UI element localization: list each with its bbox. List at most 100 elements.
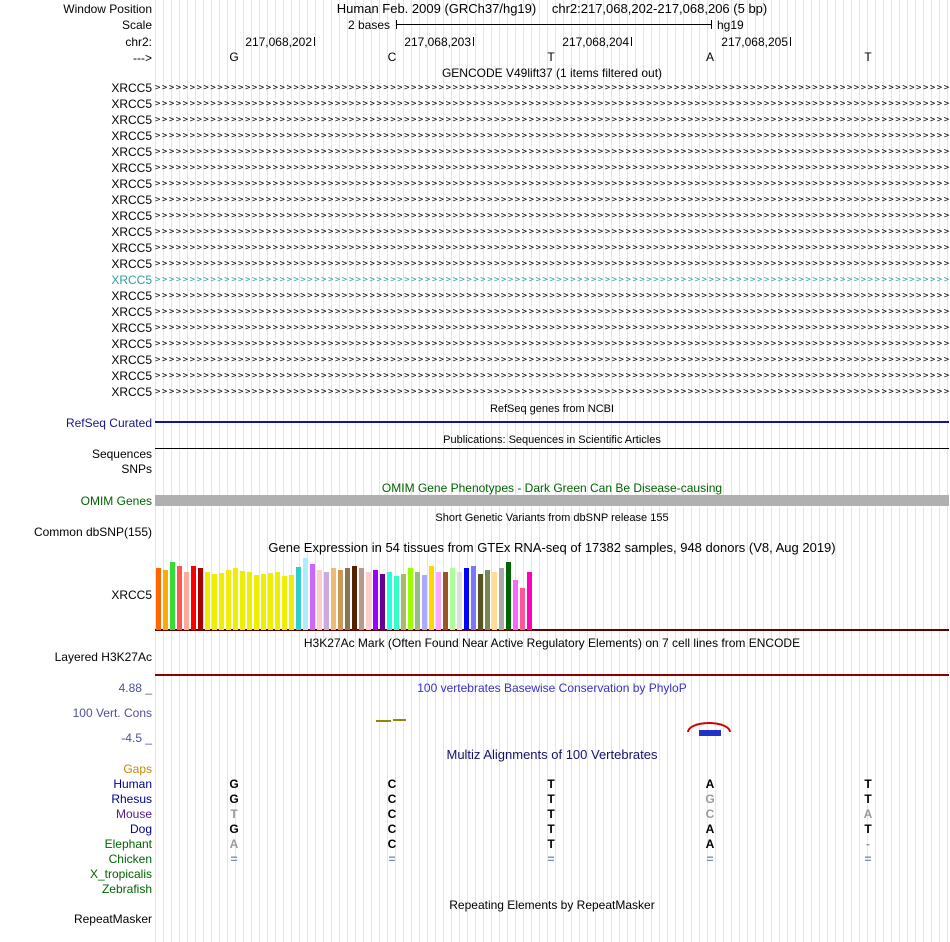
multiz-track-title[interactable]: Multiz Alignments of 100 Vertebrates	[446, 747, 658, 762]
gtex-expression-bar[interactable]	[170, 562, 175, 630]
gencode-gene-label[interactable]: XRCC5	[111, 273, 152, 287]
gencode-gene-label[interactable]: XRCC5	[111, 129, 152, 143]
gtex-expression-bar[interactable]	[317, 570, 322, 630]
gtex-expression-bar[interactable]	[373, 570, 378, 630]
gencode-gene-label[interactable]: XRCC5	[111, 257, 152, 271]
gencode-gene-label[interactable]: XRCC5	[111, 369, 152, 383]
gtex-expression-bar[interactable]	[394, 576, 399, 630]
gtex-expression-bar[interactable]	[513, 580, 518, 630]
gencode-transcript-row[interactable]: >>>>>>>>>>>>>>>>>>>>>>>>>>>>>>>>>>>>>>>>…	[155, 83, 949, 93]
omim-genes-label[interactable]: OMIM Genes	[80, 494, 152, 508]
omim-track-title[interactable]: OMIM Gene Phenotypes - Dark Green Can Be…	[381, 481, 723, 495]
phylop-track-label[interactable]: 100 Vert. Cons	[72, 706, 152, 720]
gtex-expression-bar[interactable]	[520, 588, 525, 630]
omim-gene-bar[interactable]	[155, 495, 949, 506]
gtex-expression-bar[interactable]	[268, 573, 273, 630]
repeatmasker-label[interactable]: RepeatMasker	[73, 912, 152, 926]
gtex-expression-bar[interactable]	[254, 575, 259, 630]
gtex-expression-bar[interactable]	[163, 570, 168, 630]
gencode-gene-label[interactable]: XRCC5	[111, 225, 152, 239]
gtex-expression-bar[interactable]	[198, 568, 203, 630]
multiz-species-label[interactable]: Rhesus	[111, 792, 152, 806]
phylop-track-title[interactable]: 100 vertebrates Basewise Conservation by…	[417, 681, 687, 695]
gtex-expression-bar[interactable]	[443, 572, 448, 630]
h3k27ac-label[interactable]: Layered H3K27Ac	[54, 650, 152, 664]
gtex-expression-bar[interactable]	[261, 574, 266, 630]
gtex-track-title[interactable]: Gene Expression in 54 tissues from GTEx …	[268, 540, 836, 555]
gencode-transcript-row[interactable]: >>>>>>>>>>>>>>>>>>>>>>>>>>>>>>>>>>>>>>>>…	[155, 355, 949, 365]
gtex-expression-bar[interactable]	[471, 566, 476, 630]
gtex-expression-bar[interactable]	[436, 572, 441, 630]
gtex-expression-bar[interactable]	[499, 568, 504, 630]
gencode-gene-label[interactable]: XRCC5	[111, 161, 152, 175]
gtex-expression-bar[interactable]	[324, 572, 329, 630]
refseq-track-title[interactable]: RefSeq genes from NCBI	[489, 403, 615, 415]
gencode-gene-label[interactable]: XRCC5	[111, 209, 152, 223]
gtex-expression-bar[interactable]	[303, 558, 308, 630]
gencode-transcript-row[interactable]: >>>>>>>>>>>>>>>>>>>>>>>>>>>>>>>>>>>>>>>>…	[155, 387, 949, 397]
gtex-expression-bar[interactable]	[205, 572, 210, 630]
gtex-expression-bar[interactable]	[387, 572, 392, 630]
gtex-expression-bar[interactable]	[485, 570, 490, 630]
gencode-transcript-row[interactable]: >>>>>>>>>>>>>>>>>>>>>>>>>>>>>>>>>>>>>>>>…	[155, 371, 949, 381]
gencode-gene-label[interactable]: XRCC5	[111, 241, 152, 255]
snps-label[interactable]: SNPs	[121, 462, 152, 476]
gtex-gene-label[interactable]: XRCC5	[111, 588, 152, 602]
gencode-gene-label[interactable]: XRCC5	[111, 97, 152, 111]
gtex-expression-bar[interactable]	[226, 570, 231, 630]
gtex-expression-bar[interactable]	[352, 566, 357, 630]
gtex-expression-bar[interactable]	[429, 566, 434, 630]
dbsnp-label[interactable]: Common dbSNP(155)	[33, 525, 152, 539]
gtex-expression-bar[interactable]	[282, 576, 287, 630]
gencode-transcript-row[interactable]: >>>>>>>>>>>>>>>>>>>>>>>>>>>>>>>>>>>>>>>>…	[155, 243, 949, 253]
gencode-gene-label[interactable]: XRCC5	[111, 305, 152, 319]
h3k27ac-track-title[interactable]: H3K27Ac Mark (Often Found Near Active Re…	[303, 636, 801, 650]
gtex-expression-bar[interactable]	[366, 572, 371, 630]
gtex-expression-bar[interactable]	[359, 568, 364, 630]
gtex-expression-bar[interactable]	[527, 572, 532, 630]
multiz-species-label[interactable]: Mouse	[115, 807, 152, 821]
gtex-expression-bar[interactable]	[478, 574, 483, 630]
gencode-gene-label[interactable]: XRCC5	[111, 81, 152, 95]
gencode-gene-label[interactable]: XRCC5	[111, 321, 152, 335]
gtex-expression-bar[interactable]	[415, 572, 420, 630]
gtex-expression-bar[interactable]	[345, 568, 350, 630]
multiz-gaps-label[interactable]: Gaps	[123, 762, 152, 776]
gtex-expression-bar[interactable]	[156, 568, 161, 630]
gtex-expression-bar[interactable]	[247, 572, 252, 630]
refseq-curated-label[interactable]: RefSeq Curated	[65, 416, 152, 430]
gtex-expression-bar[interactable]	[380, 574, 385, 630]
gencode-transcript-row[interactable]: >>>>>>>>>>>>>>>>>>>>>>>>>>>>>>>>>>>>>>>>…	[155, 131, 949, 141]
gencode-track-title[interactable]: GENCODE V49lift37 (1 items filtered out)	[441, 66, 663, 80]
gtex-expression-bar[interactable]	[184, 572, 189, 630]
gtex-expression-bar[interactable]	[275, 572, 280, 630]
gtex-expression-bar[interactable]	[457, 572, 462, 630]
multiz-species-label[interactable]: Human	[113, 777, 152, 791]
gtex-expression-bar[interactable]	[177, 566, 182, 630]
gtex-expression-bar[interactable]	[219, 573, 224, 630]
gtex-expression-bar[interactable]	[464, 568, 469, 630]
repeatmasker-track-title[interactable]: Repeating Elements by RepeatMasker	[449, 898, 655, 912]
gencode-gene-label[interactable]: XRCC5	[111, 337, 152, 351]
gencode-transcript-row[interactable]: >>>>>>>>>>>>>>>>>>>>>>>>>>>>>>>>>>>>>>>>…	[155, 115, 949, 125]
gtex-expression-bar[interactable]	[233, 568, 238, 630]
gtex-expression-bar[interactable]	[296, 567, 301, 630]
gencode-transcript-row[interactable]: >>>>>>>>>>>>>>>>>>>>>>>>>>>>>>>>>>>>>>>>…	[155, 211, 949, 221]
gtex-expression-bar[interactable]	[408, 568, 413, 630]
gencode-gene-label[interactable]: XRCC5	[111, 177, 152, 191]
gencode-gene-label[interactable]: XRCC5	[111, 353, 152, 367]
gencode-gene-label[interactable]: XRCC5	[111, 145, 152, 159]
gencode-transcript-row[interactable]: >>>>>>>>>>>>>>>>>>>>>>>>>>>>>>>>>>>>>>>>…	[155, 291, 949, 301]
multiz-species-label[interactable]: Chicken	[108, 852, 152, 866]
gtex-expression-bar[interactable]	[338, 570, 343, 630]
gtex-expression-bar[interactable]	[450, 568, 455, 630]
multiz-species-label[interactable]: Zebrafish	[101, 882, 152, 896]
gencode-gene-label[interactable]: XRCC5	[111, 113, 152, 127]
multiz-species-label[interactable]: Elephant	[104, 837, 152, 851]
gencode-transcript-row[interactable]: >>>>>>>>>>>>>>>>>>>>>>>>>>>>>>>>>>>>>>>>…	[155, 195, 949, 205]
multiz-species-label[interactable]: Dog	[129, 822, 152, 836]
gencode-gene-label[interactable]: XRCC5	[111, 193, 152, 207]
sequences-label[interactable]: Sequences	[91, 447, 152, 461]
gtex-expression-bar[interactable]	[240, 571, 245, 630]
gtex-expression-bar[interactable]	[506, 562, 511, 630]
